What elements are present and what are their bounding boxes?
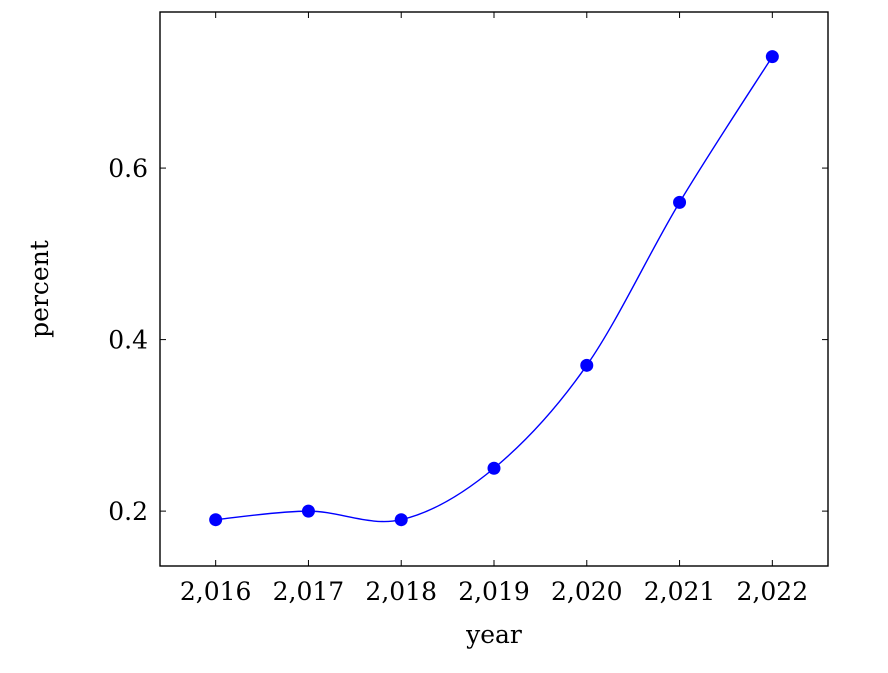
data-points <box>209 50 779 527</box>
series-line <box>215 56 773 523</box>
x-tick-label: 2,018 <box>365 577 437 606</box>
x-tick-label: 2,019 <box>458 577 530 606</box>
data-point <box>487 461 501 475</box>
data-point <box>673 195 687 209</box>
data-point <box>765 50 779 64</box>
y-tick-labels: 0.2 0.4 0.6 <box>108 154 148 526</box>
x-axis-label: year <box>465 620 522 649</box>
y-tick-label: 0.6 <box>108 154 148 183</box>
data-point <box>580 358 594 372</box>
plot-frame <box>159 11 829 567</box>
axis-ticks <box>160 12 828 566</box>
x-tick-label: 2,017 <box>273 577 345 606</box>
x-tick-label: 2,020 <box>551 577 623 606</box>
y-tick-label: 0.4 <box>108 326 148 355</box>
data-point <box>209 513 223 527</box>
data-point <box>394 513 408 527</box>
x-tick-label: 2,021 <box>644 577 716 606</box>
data-point <box>301 504 315 518</box>
y-tick-label: 0.2 <box>108 497 148 526</box>
x-tick-labels: 2,016 2,017 2,018 2,019 2,020 2,021 2,022 <box>180 577 808 606</box>
y-axis-label: percent <box>25 240 54 338</box>
x-tick-label: 2,022 <box>737 577 809 606</box>
x-tick-label: 2,016 <box>180 577 252 606</box>
